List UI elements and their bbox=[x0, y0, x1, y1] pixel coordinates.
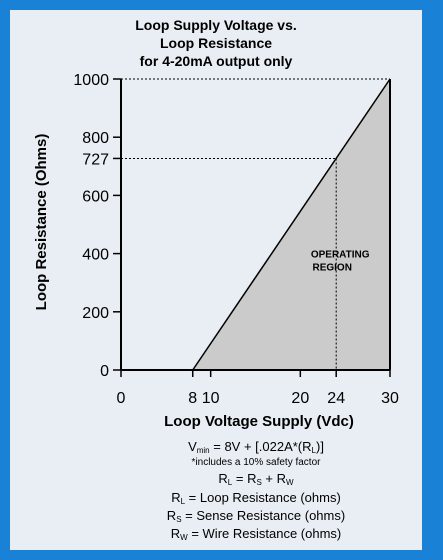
operating-region-label-line-2: REGION bbox=[312, 262, 351, 273]
x-tick-label-8: 8 bbox=[188, 390, 197, 407]
chart-title-line-2: Loop Resistance bbox=[160, 35, 272, 51]
resistance-limit-line bbox=[192, 78, 391, 371]
y-tick-label-727: 727 bbox=[82, 151, 109, 168]
x-tick-label-0: 0 bbox=[117, 390, 126, 407]
definition-wire-resistance: RW = Wire Resistance (ohms) bbox=[171, 526, 341, 542]
rl-equation: RL = RS + RW bbox=[218, 471, 294, 487]
x-tick-label-24: 24 bbox=[327, 390, 345, 407]
chart-title-line-3: for 4-20mA output only bbox=[140, 53, 293, 69]
formula-block: Vmin = 8V + [.022A*(RL)] *includes a 10%… bbox=[167, 439, 345, 542]
definition-sense-resistance: RS = Sense Resistance (ohms) bbox=[167, 508, 345, 524]
chart-title-line-1: Loop Supply Voltage vs. bbox=[135, 17, 297, 33]
y-tick-label-600: 600 bbox=[82, 188, 109, 205]
x-axis-ticks: 0 8 10 20 24 30 bbox=[117, 370, 399, 407]
y-tick-label-800: 800 bbox=[82, 130, 109, 147]
definition-loop-resistance: RL = Loop Resistance (ohms) bbox=[171, 490, 341, 506]
reference-lines bbox=[121, 78, 390, 370]
operating-region-label-line-1: OPERATING bbox=[311, 249, 370, 260]
chart-title: Loop Supply Voltage vs. Loop Resistance … bbox=[135, 17, 297, 69]
x-tick-label-10: 10 bbox=[202, 390, 220, 407]
y-tick-label-200: 200 bbox=[82, 305, 109, 322]
x-axis-title: Loop Voltage Supply (Vdc) bbox=[164, 413, 354, 430]
y-tick-label-1000: 1000 bbox=[73, 72, 109, 89]
x-tick-label-30: 30 bbox=[381, 390, 399, 407]
y-tick-label-0: 0 bbox=[100, 363, 109, 380]
vmin-formula: Vmin = 8V + [.022A*(RL)] bbox=[188, 439, 324, 455]
x-tick-label-20: 20 bbox=[291, 390, 309, 407]
y-tick-label-400: 400 bbox=[82, 247, 109, 264]
safety-factor-note: *includes a 10% safety factor bbox=[192, 457, 322, 468]
y-axis-title: Loop Resistance (Ohms) bbox=[33, 134, 50, 311]
y-axis-ticks: 0 200 400 600 727 800 1000 bbox=[73, 72, 121, 380]
